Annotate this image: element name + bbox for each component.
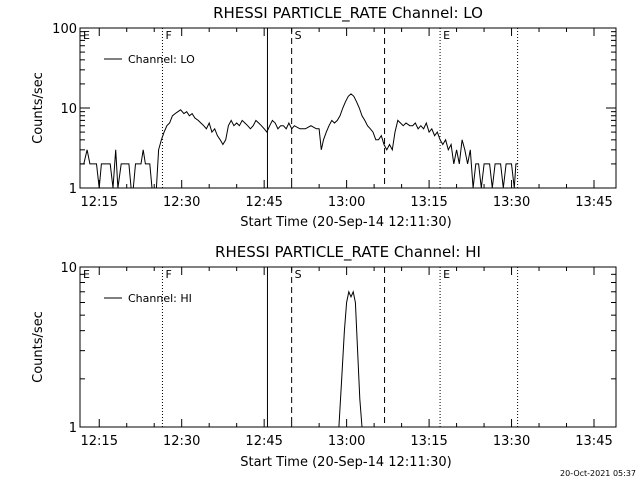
x-tick-label: 12:15 bbox=[81, 434, 118, 449]
x-tick-label: 13:15 bbox=[410, 434, 447, 449]
event-marker-label: E bbox=[83, 29, 90, 42]
event-marker-label: F bbox=[165, 268, 171, 281]
lo-plot-frame bbox=[79, 27, 617, 189]
hi-legend: Channel: HI bbox=[104, 292, 192, 305]
y-tick-label: 1 bbox=[69, 182, 77, 197]
hi-axis-ticks: 12:15 12:30 12:45 13:00 13:15 13:30 13:45 1 10 bbox=[60, 261, 616, 449]
hi-series-group bbox=[338, 290, 363, 428]
series-line bbox=[80, 93, 519, 189]
event-marker-label: S bbox=[295, 29, 302, 42]
y-tick-label: 100 bbox=[52, 22, 77, 37]
event-marker-label: F bbox=[165, 29, 171, 42]
hi-legend-label: Channel: HI bbox=[128, 292, 192, 305]
series-line bbox=[338, 290, 363, 428]
x-tick-label: 12:45 bbox=[245, 434, 282, 449]
event-marker-label: E bbox=[443, 268, 450, 281]
x-tick-label: 13:45 bbox=[575, 434, 612, 449]
lo-series-group bbox=[80, 93, 519, 189]
hi-channel-panel: RHESSI PARTICLE_RATE Channel: HI Counts/… bbox=[31, 243, 617, 470]
lo-legend-label: Channel: LO bbox=[128, 53, 195, 66]
footer-timestamp: 20-Oct-2021 05:37 bbox=[560, 469, 636, 478]
event-marker-label: E bbox=[83, 268, 90, 281]
lo-axis-ticks: 12:15 12:30 12:45 13:00 13:15 13:30 13:45 1 10 10… bbox=[52, 22, 616, 210]
y-tick-label: 10 bbox=[60, 261, 77, 276]
lo-channel-panel: RHESSI PARTICLE_RATE Channel: LO Counts/… bbox=[31, 4, 617, 230]
x-tick-label: 13:45 bbox=[575, 195, 612, 210]
lo-y-axis-label: Counts/sec bbox=[31, 72, 46, 144]
event-marker-label: E bbox=[443, 29, 450, 42]
x-tick-label: 13:00 bbox=[328, 434, 365, 449]
x-tick-label: 13:30 bbox=[493, 195, 530, 210]
x-tick-label: 12:30 bbox=[163, 195, 200, 210]
event-marker-label: S bbox=[295, 268, 302, 281]
x-tick-label: 12:45 bbox=[245, 195, 282, 210]
hi-chart-title: RHESSI PARTICLE_RATE Channel: HI bbox=[215, 243, 481, 262]
lo-chart-title: RHESSI PARTICLE_RATE Channel: LO bbox=[213, 4, 483, 23]
x-tick-label: 13:15 bbox=[410, 195, 447, 210]
x-tick-label: 13:30 bbox=[493, 434, 530, 449]
hi-y-axis-label: Counts/sec bbox=[31, 311, 46, 383]
y-tick-label: 1 bbox=[69, 421, 77, 436]
hi-x-axis-label: Start Time (20-Sep-14 12:11:30) bbox=[240, 455, 451, 470]
x-tick-label: 12:30 bbox=[163, 434, 200, 449]
x-tick-label: 12:15 bbox=[81, 195, 118, 210]
x-tick-label: 13:00 bbox=[328, 195, 365, 210]
hi-plot-frame bbox=[79, 266, 617, 428]
lo-x-axis-label: Start Time (20-Sep-14 12:11:30) bbox=[240, 215, 451, 230]
lo-legend: Channel: LO bbox=[104, 53, 195, 66]
y-tick-label: 10 bbox=[60, 102, 77, 117]
